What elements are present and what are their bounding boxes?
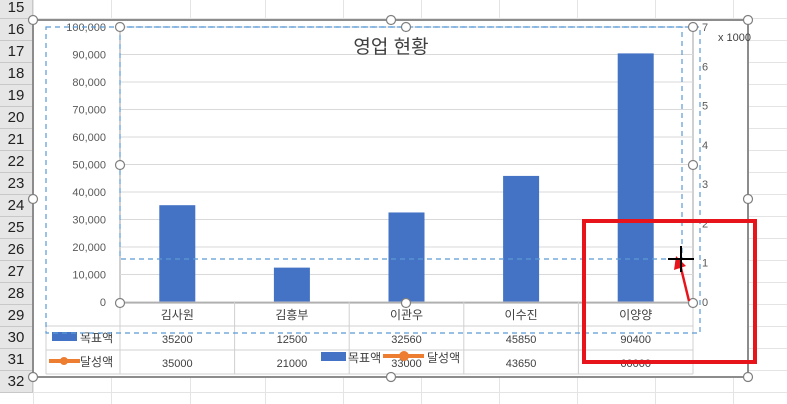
row-header[interactable]: 20 <box>0 107 33 129</box>
resize-handle[interactable] <box>742 371 754 383</box>
secondary-y-axis[interactable]: 0 1 2 3 4 5 6 7 <box>702 22 708 309</box>
bar-4[interactable] <box>503 175 540 302</box>
y-tick-label: 80,000 <box>72 77 106 89</box>
legend-achieved-label: 달성액 <box>427 351 460 365</box>
row-header[interactable]: 19 <box>0 85 33 107</box>
y-tick-label: 90,000 <box>72 50 106 62</box>
row-header[interactable]: 28 <box>0 283 33 305</box>
resize-handle[interactable] <box>385 14 397 26</box>
crosshair-cursor-icon <box>668 246 694 272</box>
resize-handle[interactable] <box>400 297 412 309</box>
legend-achieved-marker <box>399 351 409 361</box>
category-label: 김흥부 <box>275 308 308 322</box>
highlight-box <box>582 219 757 364</box>
chart-title[interactable]: 영업 현황 <box>353 36 428 58</box>
row-gridline <box>33 392 787 393</box>
resize-handle[interactable] <box>687 159 699 171</box>
resize-handle[interactable] <box>687 21 699 33</box>
legend[interactable]: 목표액 달성액 <box>321 351 460 365</box>
secondary-axis-unit-label: x 1000 <box>718 32 751 44</box>
y2-tick-label: 6 <box>702 61 708 73</box>
resize-handle[interactable] <box>742 14 754 26</box>
row-header[interactable]: 25 <box>0 217 33 239</box>
resize-handle[interactable] <box>114 297 126 309</box>
y2-tick-label: 3 <box>702 179 708 191</box>
y-tick-label: 0 <box>100 297 106 309</box>
legend-target-swatch <box>321 352 346 361</box>
resize-handle[interactable] <box>114 21 126 33</box>
y2-tick-label: 2 <box>702 218 708 230</box>
table-cell: 90400 <box>620 334 651 346</box>
category-label: 김사원 <box>161 308 194 322</box>
y-tick-label: 100,000 <box>66 22 106 34</box>
row-header[interactable]: 17 <box>0 41 33 63</box>
table-cell: 45850 <box>506 334 537 346</box>
y2-tick-label: 4 <box>702 140 708 152</box>
row-header[interactable]: 29 <box>0 305 33 327</box>
resize-handle[interactable] <box>742 193 754 205</box>
y2-tick-label: 7 <box>702 22 708 34</box>
legend-target-label: 목표액 <box>348 351 381 365</box>
resize-handle[interactable] <box>27 371 39 383</box>
row-header[interactable]: 18 <box>0 63 33 85</box>
row-header[interactable]: 23 <box>0 173 33 195</box>
category-label: 이양양 <box>619 308 652 322</box>
resize-handle[interactable] <box>27 193 39 205</box>
table-cell: 32560 <box>391 334 422 346</box>
table-legend-swatch <box>52 332 77 341</box>
row-header[interactable]: 32 <box>0 371 33 393</box>
table-row-label: 달성액 <box>80 355 113 369</box>
resize-handles[interactable] <box>27 14 754 383</box>
resize-handle[interactable] <box>27 14 39 26</box>
bar-3[interactable] <box>388 212 425 302</box>
y-tick-label: 30,000 <box>72 215 106 227</box>
row-header[interactable]: 27 <box>0 261 33 283</box>
resize-handle[interactable] <box>114 159 126 171</box>
y2-tick-label: 5 <box>702 101 708 113</box>
table-cell: 35200 <box>162 334 193 346</box>
y-tick-label: 50,000 <box>72 160 106 172</box>
y2-tick-label: 0 <box>702 297 708 309</box>
y-tick-label: 60,000 <box>72 132 106 144</box>
resize-handle[interactable] <box>400 21 412 33</box>
row-header[interactable]: 30 <box>0 327 33 349</box>
row-header[interactable]: 31 <box>0 349 33 371</box>
bar-5[interactable] <box>617 53 654 303</box>
table-cell: 43650 <box>506 358 537 370</box>
table-cell: 21000 <box>277 358 308 370</box>
y-tick-label: 10,000 <box>72 270 106 282</box>
y-tick-label: 70,000 <box>72 105 106 117</box>
selection-outline <box>45 26 701 334</box>
target-series-bars[interactable] <box>159 53 654 303</box>
table-cell: 35000 <box>162 358 193 370</box>
category-label: 이관우 <box>390 308 423 322</box>
y-tick-label: 20,000 <box>72 242 106 254</box>
bar-1[interactable] <box>159 205 196 302</box>
y2-tick-label: 1 <box>702 258 708 270</box>
table-row-label: 목표액 <box>80 331 113 345</box>
row-header[interactable]: 26 <box>0 239 33 261</box>
primary-y-axis[interactable]: 0 10,000 20,000 30,000 40,000 50,000 60,000 70,… <box>66 22 106 309</box>
row-header[interactable]: 15 <box>0 0 33 19</box>
row-gridline <box>33 18 787 19</box>
resize-handle[interactable] <box>687 297 699 309</box>
row-header[interactable]: 21 <box>0 129 33 151</box>
table-cell: 33000 <box>391 358 422 370</box>
table-legend-marker <box>60 357 68 365</box>
y-tick-label: 40,000 <box>72 187 106 199</box>
table-cell: 12500 <box>277 334 308 346</box>
resize-handle[interactable] <box>385 371 397 383</box>
bar-2[interactable] <box>273 267 310 302</box>
category-label: 이수진 <box>505 308 538 322</box>
